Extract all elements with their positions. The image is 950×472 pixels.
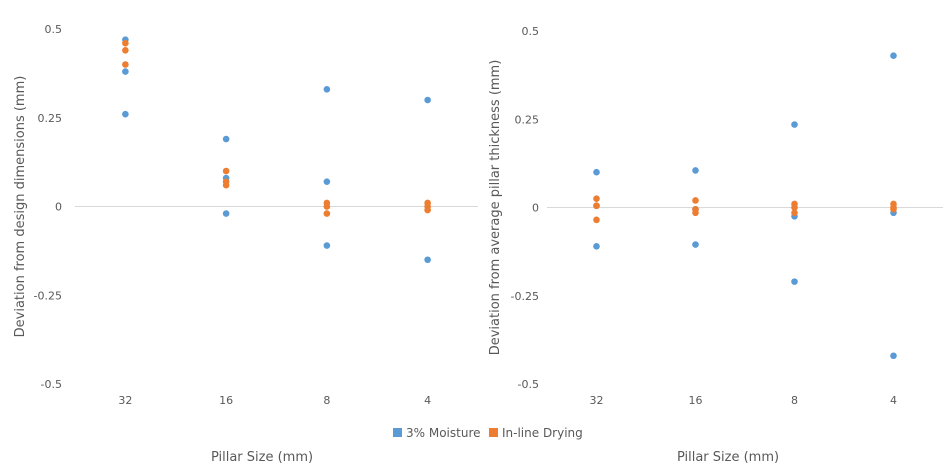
x-tick-label: 32 [590, 394, 604, 407]
y-tick-label: 0.5 [45, 23, 63, 36]
point-in-line-drying [593, 202, 600, 210]
point-in-line-drying [222, 181, 230, 189]
y-tick-label: -0.5 [518, 378, 539, 391]
point-3-moisture [222, 135, 230, 143]
y-tick-label: 0.5 [522, 25, 540, 38]
point-3-moisture [122, 110, 129, 118]
point-in-line-drying [122, 61, 129, 68]
x-tick-label: 16 [219, 394, 233, 407]
x-tick-label: 4 [890, 394, 897, 407]
y-tick-label: 0 [532, 202, 539, 215]
point-3-moisture [791, 121, 798, 128]
point-in-line-drying [323, 203, 331, 210]
y-tick-label: 0 [55, 201, 62, 214]
point-in-line-drying [424, 206, 431, 214]
point-3-moisture [692, 241, 699, 248]
x-tick-label: 8 [323, 394, 330, 407]
point-in-line-drying [890, 205, 897, 213]
point-in-line-drying [593, 195, 600, 202]
y-axis-label: Deviation from average pillar thickness … [488, 60, 503, 356]
point-in-line-drying [122, 39, 129, 47]
y-tick-label: -0.25 [511, 290, 539, 303]
point-3-moisture [890, 352, 897, 360]
x-axis-label: Pillar Size (mm) [211, 450, 313, 465]
legend: 3% Moisture In-line Drying [393, 426, 583, 440]
y-tick-label: 0.25 [515, 113, 540, 126]
x-tick-label: 4 [424, 394, 431, 407]
point-3-moisture [890, 52, 897, 60]
point-3-moisture [424, 96, 431, 104]
y-tick-label: -0.25 [34, 289, 62, 302]
point-3-moisture [692, 167, 699, 174]
point-3-moisture [323, 86, 331, 93]
y-tick-label: 0.25 [38, 112, 63, 125]
point-3-moisture [593, 243, 600, 250]
point-3-moisture [222, 210, 230, 217]
point-in-line-drying [593, 216, 600, 224]
legend-swatch-inline-drying [489, 428, 498, 437]
x-axis-label: Pillar Size (mm) [677, 450, 779, 465]
point-in-line-drying [692, 197, 699, 204]
point-3-moisture [424, 256, 431, 264]
point-3-moisture [323, 178, 331, 185]
x-tick-label: 16 [689, 394, 703, 407]
point-in-line-drying [122, 47, 129, 54]
x-tick-label: 8 [791, 394, 798, 407]
x-tick-label: 32 [118, 394, 132, 407]
y-axis-label: Deviation from design dimensions (mm) [13, 76, 28, 338]
legend-label-3pct-moisture: 3% Moisture [406, 426, 481, 440]
point-3-moisture [593, 168, 600, 176]
point-in-line-drying [791, 204, 798, 211]
point-in-line-drying [323, 210, 331, 217]
point-3-moisture [122, 68, 129, 75]
point-in-line-drying [791, 209, 798, 217]
legend-label-inline-drying: In-line Drying [502, 426, 583, 440]
point-3-moisture [791, 278, 798, 285]
point-in-line-drying [692, 209, 699, 217]
point-3-moisture [323, 242, 331, 249]
point-in-line-drying [222, 167, 230, 175]
y-tick-label: -0.5 [41, 378, 62, 391]
legend-swatch-3pct-moisture [393, 428, 402, 437]
